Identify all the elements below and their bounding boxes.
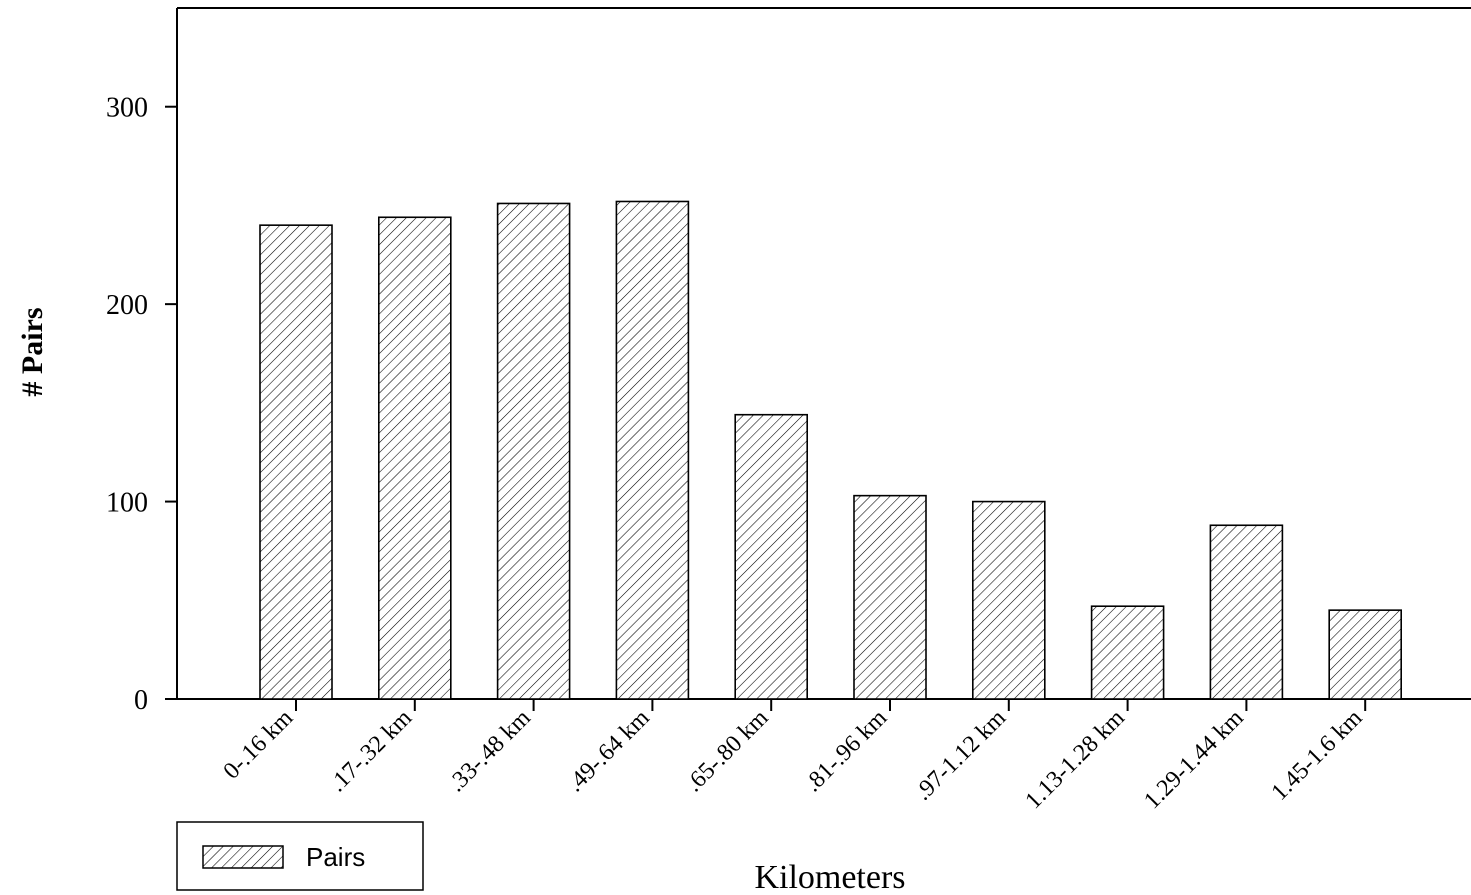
y-tick-label: 100	[106, 488, 148, 519]
y-tick-label: 0	[134, 685, 148, 716]
bar	[1209, 524, 1284, 700]
x-tick-label: 1.29-1.44 km	[1139, 705, 1249, 815]
y-tick-label: 200	[106, 290, 148, 321]
bar	[1328, 609, 1402, 700]
x-tick-label: 0-.16 km	[219, 705, 299, 785]
x-tick-label: .65-.80 km	[681, 705, 774, 798]
x-tick-label: .97-1.12 km	[910, 705, 1011, 806]
x-tick-label: 1.13-1.28 km	[1020, 705, 1130, 815]
bar	[971, 500, 1046, 700]
bar	[853, 494, 927, 700]
bar	[259, 224, 333, 700]
bar	[734, 413, 809, 700]
x-tick-label: .49-.64 km	[562, 705, 655, 798]
x-tick-label: 1.45-1.6 km	[1267, 705, 1368, 806]
y-tick-label: 300	[106, 93, 148, 124]
y-axis-label: # Pairs	[16, 307, 49, 396]
bars-group	[259, 200, 1402, 700]
bar	[615, 200, 690, 700]
legend-label: Pairs	[306, 842, 365, 872]
x-tick-label: .17-.32 km	[325, 705, 418, 798]
x-ticks-group: 0-.16 km .17-.32 km .33-.48 km .49-.64 km .6…	[219, 699, 1368, 814]
legend: Pairs	[176, 821, 424, 891]
x-axis-label: Kilometers	[754, 859, 905, 895]
y-ticks-group: 0 100 200 300	[106, 93, 177, 716]
x-tick-label: .81-.96 km	[800, 705, 893, 798]
bar	[496, 202, 571, 700]
legend-swatch	[202, 845, 284, 869]
bar	[1090, 605, 1165, 700]
bar	[377, 216, 452, 700]
x-tick-label: .33-.48 km	[443, 705, 536, 798]
